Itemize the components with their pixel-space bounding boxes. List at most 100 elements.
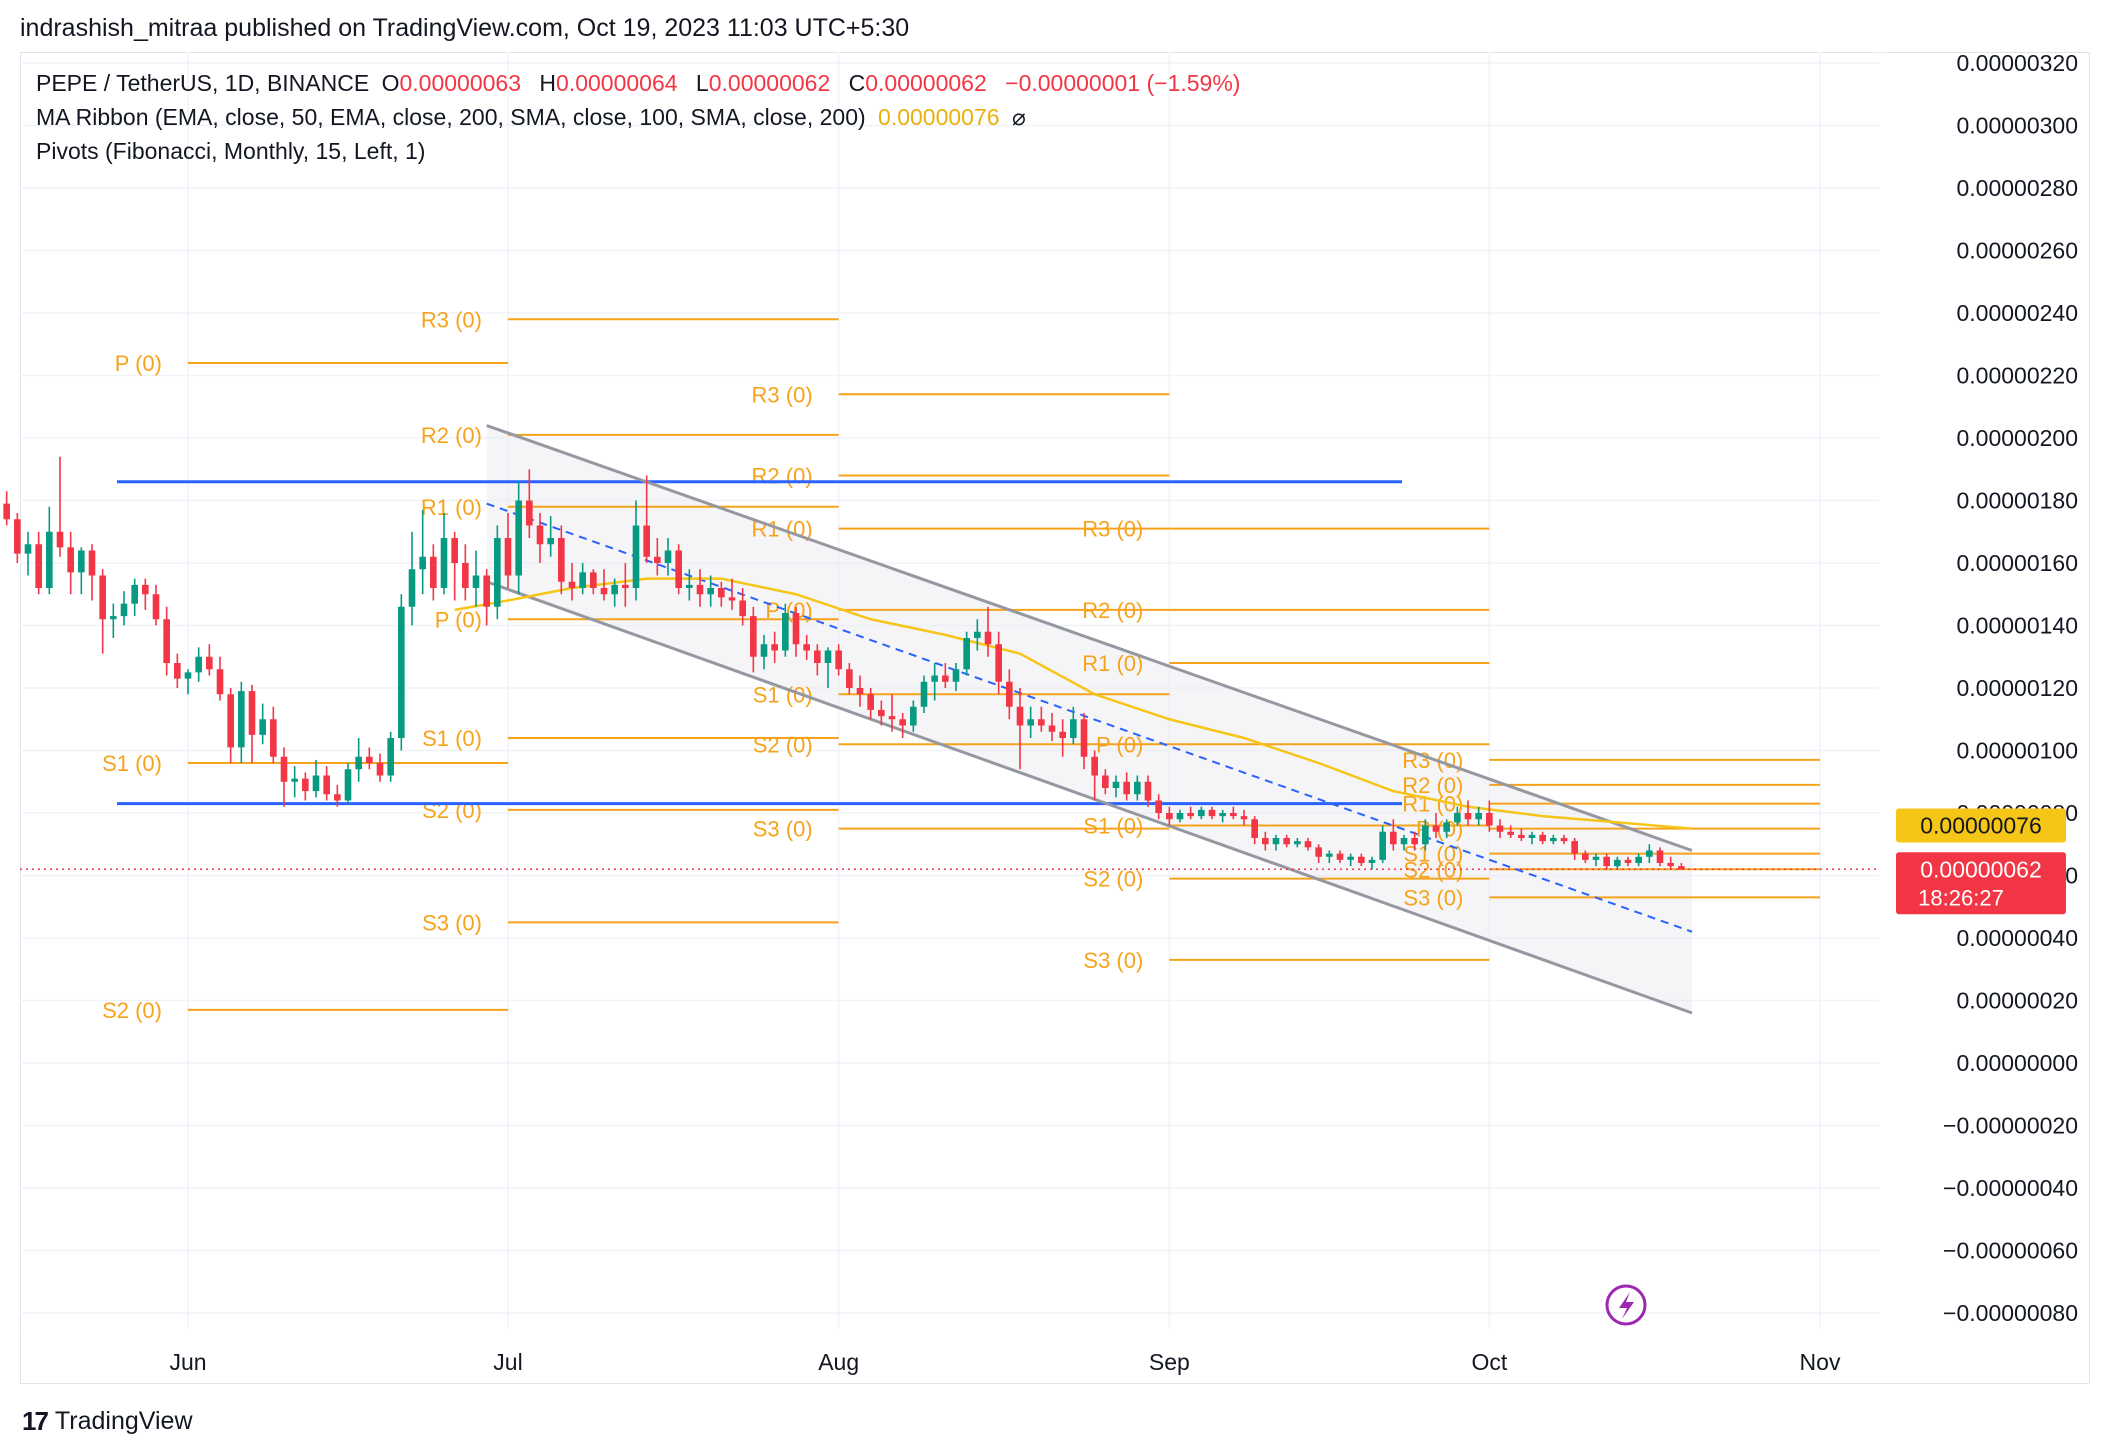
y-tick-label: 0.00000220 — [1956, 363, 2078, 389]
candle-body — [88, 550, 96, 576]
y-tick-label: 0.00000160 — [1956, 550, 2078, 576]
candle-body — [1102, 775, 1109, 788]
ma-price-badge-text: 0.00000076 — [1920, 813, 2042, 839]
candle-body — [1443, 822, 1450, 832]
candle-body — [1080, 719, 1088, 757]
candle-body — [1070, 719, 1077, 738]
candle-body — [248, 691, 256, 735]
candle-body — [568, 581, 576, 588]
pivot-level-label: S3 (0) — [1083, 948, 1143, 973]
symbol-title[interactable]: PEPE / TetherUS, 1D, BINANCE — [36, 70, 370, 96]
hidden-eye-icon[interactable]: ⌀ — [1011, 104, 1026, 130]
candle-body — [1496, 825, 1504, 832]
candle-body — [1358, 856, 1365, 863]
candle-body — [515, 500, 522, 576]
candle-body — [750, 616, 757, 657]
candle-body — [462, 563, 469, 588]
y-tick-label: 0.00000140 — [1956, 613, 2078, 639]
candle-body — [110, 616, 117, 620]
high-label: H — [539, 70, 557, 96]
candle-body — [1134, 781, 1141, 795]
candle-body — [1550, 838, 1557, 842]
candle-body — [1006, 681, 1013, 707]
ma-ribbon-value: 0.00000076 — [878, 104, 1000, 130]
candle-body — [942, 675, 949, 682]
symbol-legend: PEPE / TetherUS, 1D, BINANCE O0.00000063… — [36, 70, 1246, 97]
candle-body — [1315, 847, 1322, 857]
pivot-level-label: P (0) — [1096, 732, 1143, 757]
x-tick-label: Aug — [818, 1349, 859, 1375]
candle-body — [1475, 813, 1482, 820]
candle-body — [504, 538, 512, 576]
candle-body — [408, 569, 416, 607]
candle-body — [1091, 756, 1098, 776]
pivot-level-label: S1 (0) — [1083, 814, 1143, 839]
candle-body — [184, 672, 192, 679]
candle-body — [579, 572, 586, 588]
last-price-badge — [1896, 852, 2066, 915]
pivot-level-label: S1 (0) — [1403, 842, 1463, 867]
y-tick-label: −0.00000080 — [1943, 1300, 2078, 1326]
channel-fill — [486, 425, 1693, 1013]
candle-body — [1283, 838, 1290, 845]
channel-upper-line[interactable] — [486, 424, 1693, 852]
candle-body — [1454, 813, 1461, 823]
candle-body — [1048, 725, 1056, 732]
candle-body — [1614, 859, 1621, 867]
open-value: 0.00000063 — [399, 70, 521, 96]
candle-body — [1016, 706, 1024, 726]
pivot-level-label: R2 (0) — [752, 464, 813, 489]
candle-body — [920, 681, 928, 707]
candle-body — [430, 556, 437, 588]
y-tick-label: −0.00000060 — [1943, 1238, 2078, 1264]
tradingview-logo[interactable]: 17 TradingView — [22, 1406, 193, 1437]
pivot-level-label: R1 (0) — [1082, 651, 1143, 676]
x-tick-label: Oct — [1471, 1349, 1507, 1375]
candle-body — [1166, 813, 1173, 820]
candle-body — [878, 709, 885, 717]
candle-body — [1592, 856, 1600, 860]
pivots-legend[interactable]: Pivots (Fibonacci, Monthly, 15, Left, 1) — [36, 138, 431, 165]
candle-body — [1411, 838, 1418, 845]
channel-mid-line — [486, 502, 1693, 933]
y-tick-label: −0.00000020 — [1943, 1113, 2078, 1139]
candle-body — [1112, 781, 1120, 788]
candle-body — [195, 656, 202, 673]
candle-body — [995, 644, 1002, 682]
candle-body — [1176, 813, 1184, 820]
candle-body — [1272, 838, 1280, 845]
pivot-level-label: R2 (0) — [1402, 773, 1463, 798]
candle-body — [675, 550, 682, 588]
ma-ribbon-legend[interactable]: MA Ribbon (EMA, close, 50, EMA, close, 2… — [36, 104, 1032, 131]
x-tick-label: Jul — [493, 1349, 522, 1375]
candle-body — [984, 631, 992, 645]
pivot-level-label: S2 (0) — [422, 798, 482, 823]
candle-body — [846, 669, 853, 688]
candle-body — [1582, 853, 1589, 860]
candle-body — [206, 656, 213, 670]
candle-body — [1486, 813, 1493, 826]
candle-body — [1294, 841, 1301, 845]
channel-lower-line[interactable] — [486, 580, 1693, 1015]
pivot-level-label: S2 (0) — [753, 732, 813, 757]
candle-body — [1208, 809, 1216, 817]
candle-body — [142, 584, 149, 595]
candle-body — [472, 575, 480, 588]
candle-body — [1432, 825, 1440, 832]
candle-body — [888, 716, 896, 720]
candle-body — [643, 525, 650, 557]
candle-body — [536, 525, 544, 545]
candle-body — [600, 588, 608, 595]
candle-body — [1155, 800, 1162, 813]
candle-body — [931, 675, 938, 682]
candle-body — [56, 531, 64, 548]
candle-body — [24, 544, 32, 554]
candle-body — [835, 650, 842, 670]
candle-body — [366, 756, 373, 763]
pivot-level-label: R3 (0) — [752, 382, 813, 407]
change-value: −0.00000001 (−1.59%) — [1005, 70, 1241, 96]
candle-body — [1144, 781, 1152, 801]
candle-body — [14, 519, 21, 554]
open-label: O — [381, 70, 400, 96]
